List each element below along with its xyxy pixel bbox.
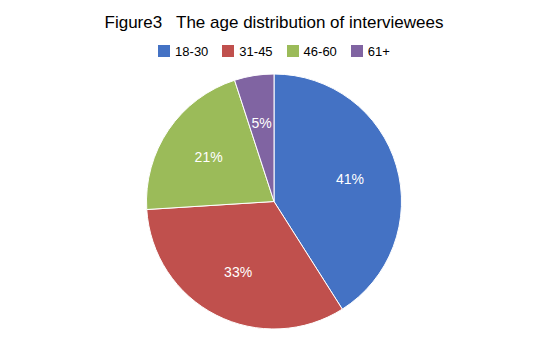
html-text:18-30: 18-30 — [175, 43, 209, 59]
html-text:61+: 61+ — [367, 43, 390, 59]
html-text:46-60: 46-60 — [303, 43, 337, 59]
svg-text:21%: 21% — [195, 149, 223, 165]
html-text:31-45: 31-45 — [239, 43, 273, 59]
svg-text:41%: 41% — [336, 171, 364, 187]
html-text:Figure3 The age distribution o: Figure3 The age distribution of intervie… — [104, 13, 444, 32]
svg-text:33%: 33% — [224, 264, 252, 280]
svg-text:5%: 5% — [252, 115, 272, 131]
